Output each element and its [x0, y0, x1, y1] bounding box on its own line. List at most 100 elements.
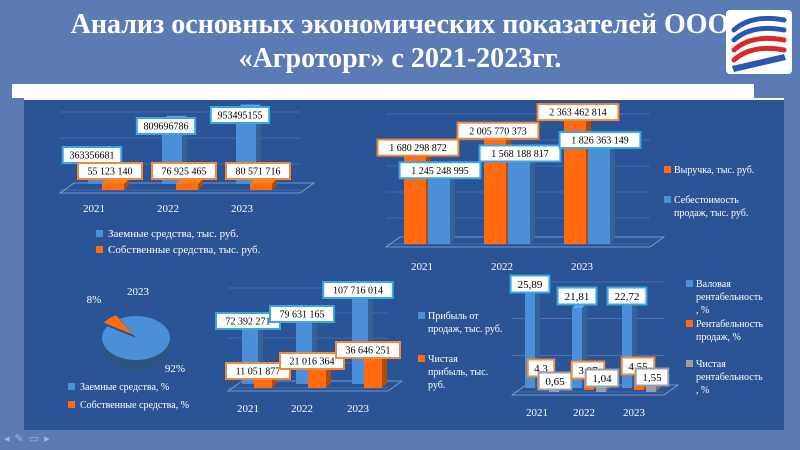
chart2-legend-revenue-mark [664, 166, 671, 173]
chart2-label-cost-2023: 1 826 363 149 [571, 136, 629, 147]
chart2-label-cost-2022-box [478, 144, 562, 163]
chart1-label-own-2023: 80 571 716 [236, 167, 281, 178]
chart5-legend-net-mark [686, 360, 693, 367]
chart5-label-net-2022-box [584, 368, 620, 388]
chart1-bar-own-2021 [102, 179, 129, 190]
chart4-label-net-profit-2023-box [335, 341, 401, 359]
chart1-label-borrowed-2023-box [209, 106, 271, 124]
chart5-legend-gross-mark [686, 280, 693, 287]
slide-title: Анализ основных экономических показателе… [70, 9, 730, 74]
chart4-legend-net-profit-line-1: прибыль, тыс. [428, 367, 488, 378]
chart4-label-net-profit-2023: 36 646 251 [346, 346, 391, 357]
chart4-label-sales-profit-2021: 72 392 271 [226, 317, 271, 328]
chart2-label-revenue-2021-box [376, 138, 460, 157]
chart4-floor [226, 380, 404, 392]
chart4-legend-sales-profit-line-1: продаж, тыс. руб. [428, 324, 502, 335]
chart4-label-sales-profit-2022-box [269, 305, 335, 323]
chart5-xtick-2022: 2022 [573, 407, 595, 419]
chart2-label-revenue-2023-box [536, 103, 620, 122]
chart1-label-own-2023-box [225, 162, 291, 180]
chart2-label-revenue-2022-box [456, 121, 540, 140]
chart1-xtick-2021: 2021 [83, 203, 105, 215]
chart4-label-net-profit-2021-box [225, 362, 291, 380]
chart4-legend-sales-profit-line-0: Прибыль от [428, 311, 479, 322]
chart4-label-sales-profit-2023-box [322, 281, 394, 299]
chart4-legend-net-profit-line-0: Чистая [428, 354, 458, 365]
chart1-label-borrowed-2023: 953495155 [218, 111, 263, 122]
chart2-legend-cost-mark [664, 196, 671, 203]
chart2-legend-cost-line-1: продаж, тыс. руб. [674, 208, 748, 219]
chart1-legend-own-mark [96, 246, 103, 253]
chart4-legend-net-profit-line-2: руб. [428, 380, 445, 391]
nav-back-icon[interactable]: ◂ [4, 432, 10, 445]
chart2-xtick-2023: 2023 [571, 261, 594, 273]
header-band [0, 0, 800, 98]
chart2-legend-revenue: Выручка, тыс. руб. [674, 165, 754, 176]
nav-forward-icon[interactable]: ▸ [44, 432, 50, 445]
chart1-label-own-2021: 55 123 140 [88, 167, 133, 178]
chart5-xtick-2021: 2021 [526, 407, 548, 419]
chart3-slice-borrowed [102, 315, 170, 360]
chart5-label-net-2021-box [537, 371, 573, 391]
company-logo-icon [726, 10, 792, 74]
chart5-label-net-2021: 0,65 [545, 376, 565, 388]
chart3-title: 2023 [127, 286, 150, 298]
chart4-legend-sales-profit-mark [418, 312, 425, 319]
chart2-floor [384, 236, 666, 248]
chart1-label-borrowed-2022: 809696786 [144, 122, 189, 133]
chart2-bar-cost-2023 [588, 144, 615, 244]
chart2-label-revenue-2022: 2 005 770 373 [469, 126, 527, 137]
chart1-bar-own-2022 [176, 178, 203, 190]
chart3-legend-borrowed-mark [68, 383, 75, 390]
chart5-legend-gross-line-0: Валовая [696, 279, 731, 290]
chart4-legend-net-profit-mark [418, 355, 425, 362]
chart5-label-gross-2021-box [509, 274, 551, 294]
nav-menu-icon[interactable]: ▭ [28, 432, 40, 445]
chart4-label-net-profit-2022-box [279, 352, 345, 370]
chart3-legend-own-mark [68, 401, 75, 408]
chart5-floor [510, 384, 680, 396]
chart2-label-revenue-2021: 1 680 298 872 [389, 143, 447, 154]
chart1-legend-own: Собственные средства, тыс. руб. [108, 244, 261, 256]
chart3-legend-borrowed: Заемные средства, % [80, 382, 169, 393]
chart1-legend-borrowed: Заемные средства, тыс. руб. [108, 228, 239, 240]
chart4-xtick-2022: 2022 [291, 403, 313, 415]
chart5-label-net-2023: 1,55 [642, 372, 662, 384]
chart5-label-gross-2023-box [606, 286, 648, 306]
chart3-legend-own: Собственные средства, % [80, 400, 189, 411]
chart4-xtick-2021: 2021 [237, 403, 259, 415]
nav-pen-icon[interactable]: ✎ [14, 432, 24, 445]
chart1-floor [58, 182, 316, 194]
chart2-bar-cost-2022 [508, 157, 535, 244]
chart4-label-net-profit-2022: 21 016 364 [290, 357, 335, 368]
chart1-label-own-2022-box [151, 162, 217, 180]
chart5-legend-sales-mark [686, 320, 693, 327]
chart5-legend-gross-line-1: рентабельность [696, 292, 763, 303]
chart4-label-sales-profit-2022: 79 631 165 [280, 310, 325, 321]
chart5-label-gross-2023: 22,72 [615, 291, 640, 303]
left-band [0, 98, 24, 450]
chart5-legend-net-line-0: Чистая [696, 359, 726, 370]
chart5-label-gross-2022: 21,81 [565, 291, 590, 303]
chart5-legend-sales-line-0: Рентабельность [696, 319, 764, 330]
chart1-bar-own-2023 [250, 178, 277, 190]
right-band [784, 98, 800, 450]
chart2-bar-cost-2021 [428, 174, 455, 244]
chart5-label-net-2022: 1,04 [592, 373, 612, 385]
chart5-legend-sales-line-1: продаж, % [696, 332, 741, 343]
chart5-legend-gross-line-2: , % [696, 305, 709, 316]
bottom-band [0, 430, 800, 450]
chart2-label-cost-2022: 1 568 188 817 [491, 149, 549, 160]
chart2-xtick-2022: 2022 [491, 261, 513, 273]
chart5-legend-net-line-2: , % [696, 385, 709, 396]
chart4-xtick-2023: 2023 [347, 403, 370, 415]
header-divider [12, 84, 754, 100]
chart2-label-revenue-2023: 2 363 462 814 [549, 108, 607, 119]
chart5-label-net-2023-box [634, 367, 670, 387]
chart3-slice-own [103, 315, 133, 335]
chart1-xtick-2023: 2023 [231, 203, 254, 215]
chart2-label-cost-2021-box [398, 161, 482, 180]
chart2-label-cost-2021: 1 245 248 995 [411, 166, 469, 177]
